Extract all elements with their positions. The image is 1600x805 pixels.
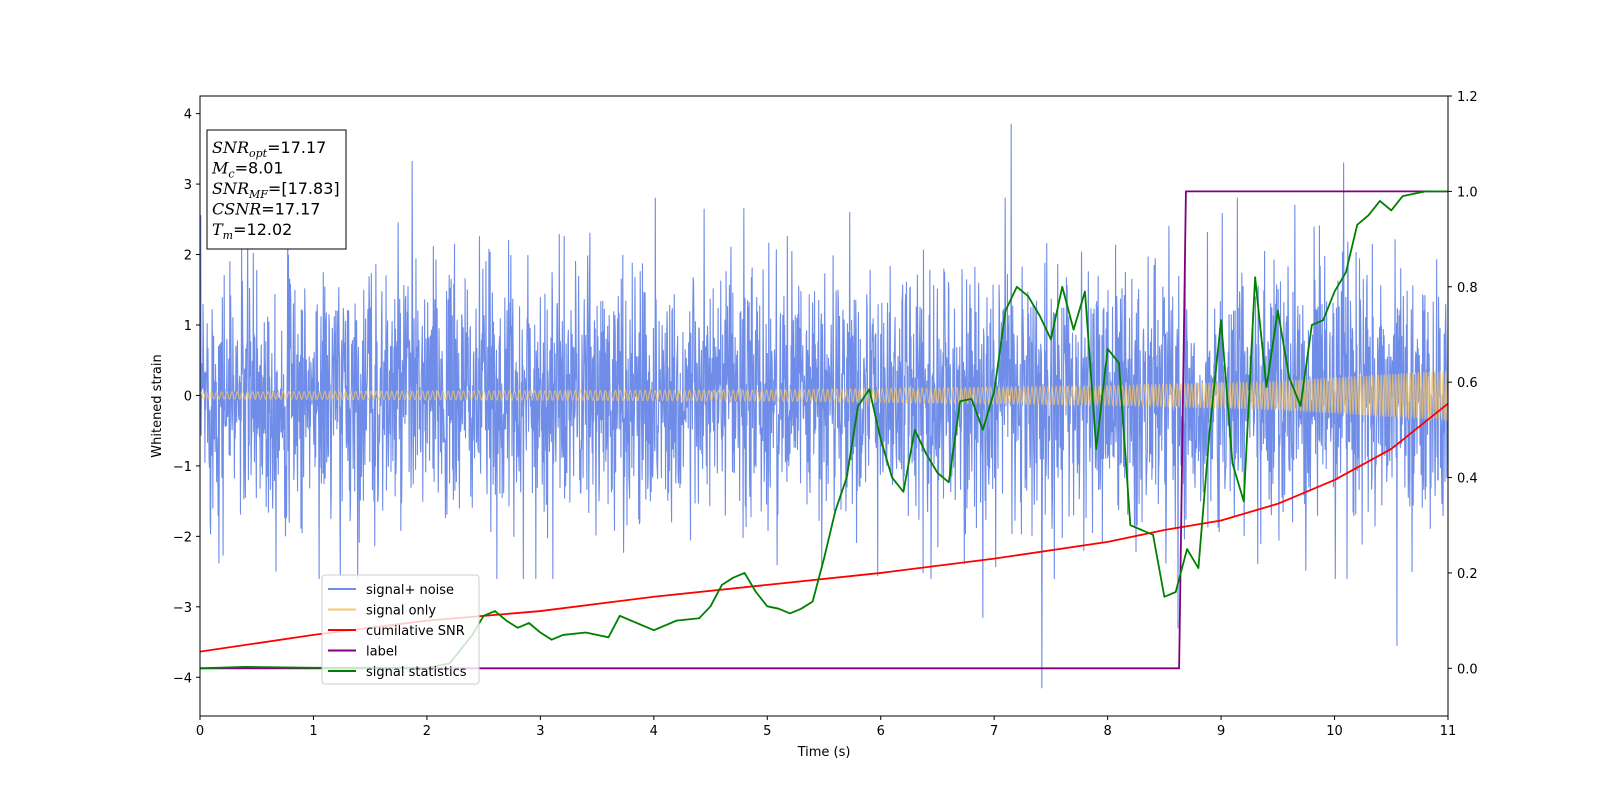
legend-label-signal-only: signal only [366, 604, 436, 619]
ticks-layer: 0 1 2 3 4 5 6 7 8 9 10 11 −4 −3 −2 −1 0 1 2 3 4 0.0 0.2 0.4 0.6 0… [173, 90, 1478, 739]
x-tick-label: 8 [1103, 724, 1111, 739]
legend-frame [321, 574, 480, 685]
y-tick-label: 4 [184, 108, 192, 123]
info-line: CSNR=17.17 [212, 200, 320, 219]
series-signal-only-line [200, 371, 1448, 421]
series-signal-statistics-line [200, 190, 1448, 670]
y2-tick-label: 0.8 [1457, 281, 1478, 296]
x-axis-label: Time (s) [797, 745, 851, 760]
series-label-line [200, 190, 1448, 670]
x-tick-label: 11 [1440, 724, 1457, 739]
x-tick-label: 2 [423, 724, 431, 739]
x-tick-label: 4 [650, 724, 658, 739]
y-tick-label: 0 [184, 389, 192, 404]
x-tick-label: 7 [990, 724, 998, 739]
legend-label-cumilative-snr: cumilative SNR [366, 624, 465, 639]
info-line: Tm=12.02 [212, 220, 292, 242]
y-tick-label: 1 [184, 319, 192, 334]
legend: signal+ noise signal only cumilative SNR la… [321, 574, 480, 685]
series-signal-noise-line [200, 123, 1448, 689]
x-tick-label: 9 [1217, 724, 1225, 739]
y2-tick-label: 0.4 [1457, 472, 1478, 487]
y2-tick-label: 0.2 [1457, 567, 1478, 582]
info-box-frame [206, 129, 347, 250]
y-tick-label: −4 [173, 671, 192, 686]
x-tick-label: 6 [877, 724, 885, 739]
y-tick-label: −2 [173, 530, 192, 545]
info-line: SNRMF=[17.83] [212, 179, 340, 201]
y2-tick-label: 1.2 [1457, 90, 1478, 105]
x-tick-label: 3 [536, 724, 544, 739]
x-tick-label: 0 [196, 724, 204, 739]
info-box: SNRopt=17.17Mc=8.01SNRMF=[17.83]CSNR=17.… [206, 129, 347, 250]
y-tick-label: 2 [184, 249, 192, 264]
y-tick-label: 3 [184, 178, 192, 193]
y-tick-label: −3 [173, 601, 192, 616]
y2-tick-label: 0.6 [1457, 376, 1478, 391]
legend-label-signal-statistics: signal statistics [366, 665, 467, 680]
legend-label-label: label [366, 645, 397, 660]
x-tick-label: 5 [763, 724, 771, 739]
x-tick-label: 10 [1326, 724, 1343, 739]
legend-label-signal-noise: signal+ noise [366, 583, 454, 598]
info-line: Mc=8.01 [211, 159, 284, 181]
y2-tick-label: 1.0 [1457, 185, 1478, 200]
x-tick-label: 1 [309, 724, 317, 739]
y2-tick-label: 0.0 [1457, 662, 1478, 677]
y-axis-label: Whitened strain [150, 354, 165, 457]
info-line: SNRopt=17.17 [212, 138, 326, 160]
y-tick-label: −1 [173, 460, 192, 475]
plot-frame [199, 95, 1449, 717]
